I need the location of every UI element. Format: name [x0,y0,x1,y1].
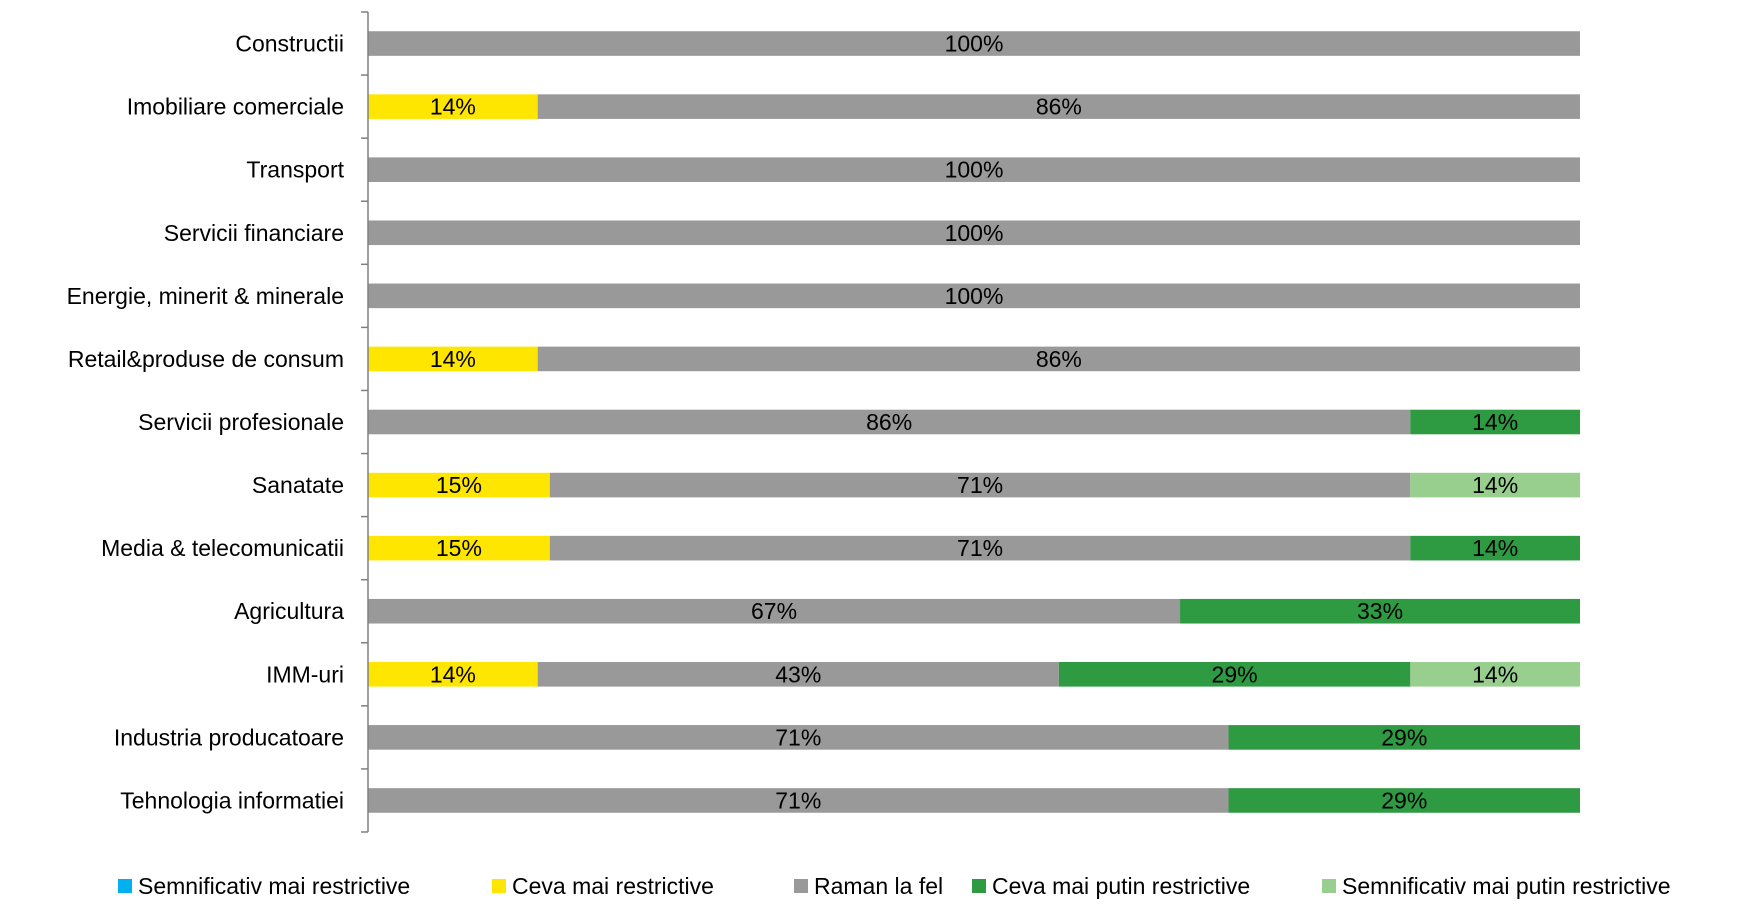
data-label-retail-produse-de-consum-raman-la-fel: 86% [1036,346,1082,372]
data-label-imobiliare-comerciale-ceva-mai-restrictive: 14% [430,94,476,120]
legend: Semnificativ mai restrictive Ceva mai res… [0,870,1748,902]
data-label-imm-uri-ceva-mai-putin-restrictive: 29% [1212,661,1258,687]
bar-transport-raman-la-fel [368,157,1580,182]
data-label-media-telecomunicatii-ceva-mai-restrictive: 15% [436,535,482,561]
legend-label: Semnificativ mai putin restrictive [1342,872,1671,899]
legend-label: Ceva mai restrictive [512,872,714,899]
data-label-sanatate-ceva-mai-restrictive: 15% [436,472,482,498]
data-label-servicii-profesionale-ceva-mai-putin-restrictive: 14% [1472,409,1518,435]
bar-retail-produse-de-consum-ceva-mai-restrictive [368,346,538,372]
bar-servicii-profesionale-raman-la-fel [368,409,1411,435]
legend-swatch [118,879,132,893]
data-label-sanatate-raman-la-fel: 71% [957,472,1003,498]
category-label-imobiliare-comerciale: Imobiliare comerciale [127,94,344,120]
bar-media-telecomunicatii-raman-la-fel [549,535,1411,561]
bar-tehnologia-informatiei-ceva-mai-putin-restrictive [1228,788,1580,813]
data-label-imobiliare-comerciale-raman-la-fel: 86% [1036,94,1082,120]
legend-swatch [1322,879,1336,893]
data-label-industria-producatoare-raman-la-fel: 71% [775,724,821,750]
bar-sanatate-raman-la-fel [549,472,1411,498]
data-label-sanatate-semnificativ-mai-putin-restrictive: 14% [1472,472,1518,498]
data-label-constructii-raman-la-fel: 100% [945,31,1004,57]
category-axis [361,11,369,833]
legend-item-ceva-mai-putin-restrictive: Ceva mai putin restrictive [972,870,1250,902]
data-label-imm-uri-semnificativ-mai-putin-restrictive: 14% [1472,661,1518,687]
legend-item-semnificativ-mai-restrictive: Semnificativ mai restrictive [118,870,410,902]
data-label-media-telecomunicatii-raman-la-fel: 71% [957,535,1003,561]
category-label-servicii-profesionale: Servicii profesionale [138,409,344,435]
legend-swatch [794,879,808,893]
legend-label: Raman la fel [814,872,944,899]
legend-item-raman-la-fel: Raman la fel [794,870,943,902]
bar-industria-producatoare-ceva-mai-putin-restrictive [1228,725,1580,750]
bar-servicii-profesionale-ceva-mai-putin-restrictive [1410,409,1580,435]
legend-label: Ceva mai putin restrictive [992,872,1251,899]
bar-imm-uri-semnificativ-mai-putin-restrictive [1410,662,1580,687]
data-label-transport-raman-la-fel: 100% [945,157,1004,183]
data-label-servicii-financiare-raman-la-fel: 100% [945,220,1004,246]
category-label-tehnologia-informatiei: Tehnologia informatiei [120,787,344,813]
bar-agricultura-raman-la-fel [368,598,1181,624]
bar-imobiliare-comerciale-raman-la-fel [537,94,1581,119]
category-label-industria-producatoare: Industria producatoare [114,724,344,750]
bar-sanatate-semnificativ-mai-putin-restrictive [1410,472,1580,498]
category-label-retail-produse-de-consum: Retail&produse de consum [68,346,344,372]
data-label-imm-uri-raman-la-fel: 43% [775,661,821,687]
data-label-retail-produse-de-consum-ceva-mai-restrictive: 14% [430,346,476,372]
data-label-media-telecomunicatii-ceva-mai-putin-restrictive: 14% [1472,535,1518,561]
data-label-tehnologia-informatiei-raman-la-fel: 71% [775,787,821,813]
data-label-tehnologia-informatiei-ceva-mai-putin-restrictive: 29% [1381,787,1427,813]
stacked-bar-chart: 100% 14% 86% 100% 100% 100% 14% 86% 86% 14% 15% 71%… [67,11,1581,833]
bar-tehnologia-informatiei-raman-la-fel [368,788,1229,813]
bar-servicii-financiare-raman-la-fel [368,220,1580,246]
data-label-agricultura-ceva-mai-putin-restrictive: 33% [1357,598,1403,624]
bar-imm-uri-ceva-mai-putin-restrictive [1058,662,1411,687]
data-label-agricultura-raman-la-fel: 67% [751,598,797,624]
category-label-constructii: Constructii [235,31,344,57]
bar-media-telecomunicatii-ceva-mai-putin-restrictive [1410,535,1580,561]
data-label-industria-producatoare-ceva-mai-putin-restrictive: 29% [1381,724,1427,750]
legend-item-semnificativ-mai-putin-restrictive: Semnificativ mai putin restrictive [1322,870,1671,902]
bar-constructii-raman-la-fel [368,31,1580,56]
category-label-sanatate: Sanatate [252,472,344,498]
bar-media-telecomunicatii-ceva-mai-restrictive [368,535,550,561]
data-label-imm-uri-ceva-mai-restrictive: 14% [430,661,476,687]
bar-group: 100% 14% 86% 100% 100% 100% 14% 86% 86% 14% 15% 71%… [368,31,1581,813]
legend-label: Semnificativ mai restrictive [138,872,411,899]
category-label-servicii-financiare: Servicii financiare [164,220,344,246]
bar-retail-produse-de-consum-raman-la-fel [537,346,1581,372]
bar-sanatate-ceva-mai-restrictive [368,472,550,498]
legend-swatch [492,879,506,893]
bar-imm-uri-raman-la-fel [537,662,1059,687]
category-label-imm-uri: IMM-uri [266,661,344,687]
category-label-media-telecomunicatii: Media & telecomunicatii [101,535,344,561]
bar-agricultura-ceva-mai-putin-restrictive [1180,598,1580,624]
bar-imobiliare-comerciale-ceva-mai-restrictive [368,94,538,119]
bar-imm-uri-ceva-mai-restrictive [368,662,538,687]
legend-item-ceva-mai-restrictive: Ceva mai restrictive [492,870,714,902]
bar-industria-producatoare-raman-la-fel [368,725,1229,750]
category-labels: Constructii Imobiliare comerciale Transpor… [67,31,345,814]
category-label-agricultura: Agricultura [234,598,344,624]
category-label-transport: Transport [246,157,344,183]
data-label-energie-minerit-minerale-raman-la-fel: 100% [945,283,1004,309]
data-label-servicii-profesionale-raman-la-fel: 86% [866,409,912,435]
category-label-energie-minerit-minerale: Energie, minerit & minerale [67,283,344,309]
legend-swatch [972,879,986,893]
bar-energie-minerit-minerale-raman-la-fel [368,283,1580,309]
